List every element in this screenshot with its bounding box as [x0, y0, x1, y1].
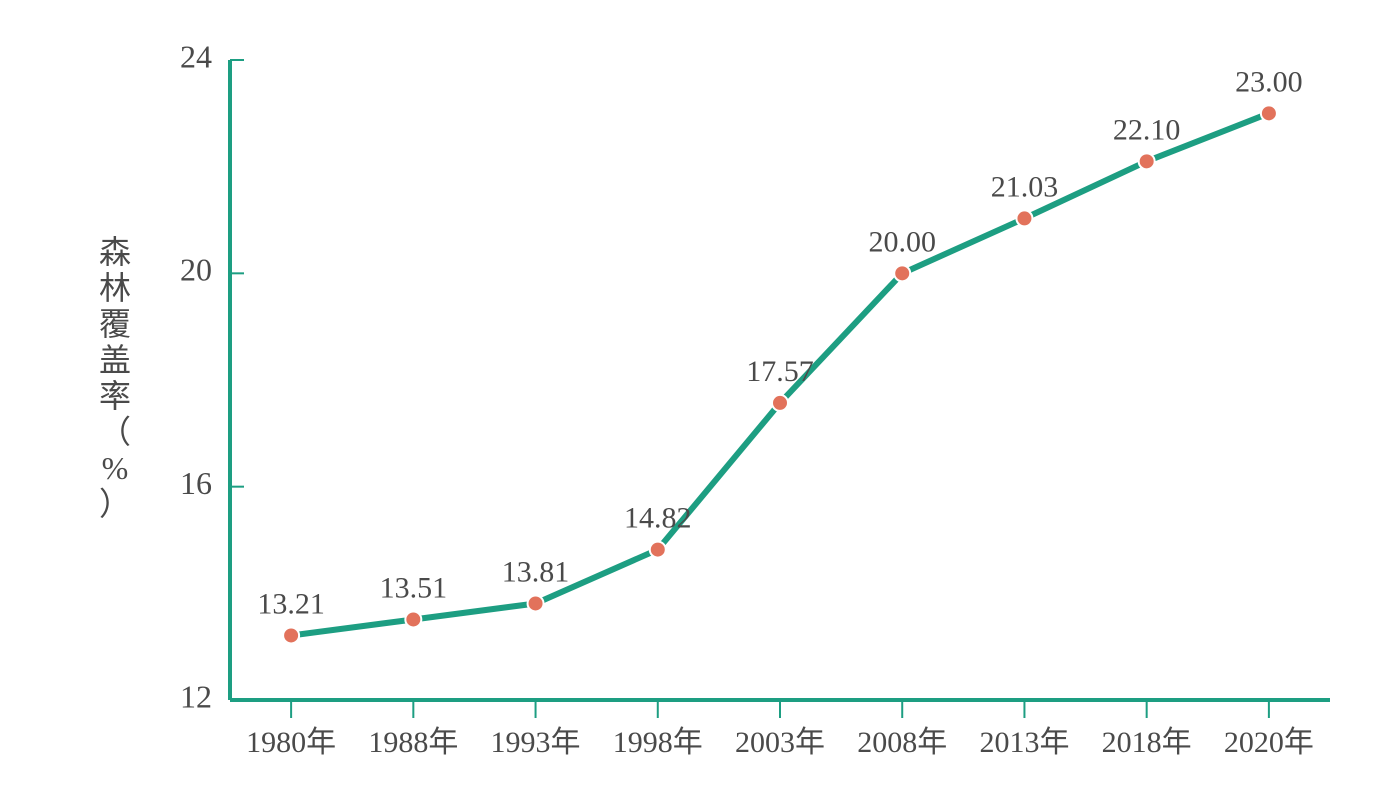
y-axis-title-char: ） [99, 486, 131, 522]
series-marker [650, 542, 666, 558]
series-marker [405, 611, 421, 627]
series-marker [283, 627, 299, 643]
series-marker [1016, 210, 1032, 226]
data-label: 13.51 [380, 571, 448, 604]
data-label: 22.10 [1113, 113, 1181, 146]
series-marker [1261, 105, 1277, 121]
y-tick-label: 20 [180, 252, 212, 288]
x-tick-label: 2013年 [979, 726, 1069, 759]
y-axis-title-char: （ [99, 414, 131, 450]
data-label: 17.57 [746, 355, 814, 388]
data-label: 23.00 [1235, 65, 1303, 98]
chart-svg: 12 16 20 24 1980年 1988年 1993年 1998年 2003年 2008年 20… [0, 0, 1384, 800]
x-tick-label: 1988年 [368, 726, 458, 759]
y-axis-title-char: 森 [99, 234, 131, 270]
x-tick-label: 2020年 [1224, 726, 1314, 759]
series-marker [772, 395, 788, 411]
x-tick-label: 1980年 [246, 726, 336, 759]
data-label: 13.21 [257, 587, 325, 620]
forest-coverage-chart: 12 16 20 24 1980年 1988年 1993年 1998年 2003年 2008年 20… [0, 0, 1384, 800]
x-tick-label: 2008年 [857, 726, 947, 759]
series-marker [894, 265, 910, 281]
y-axis-title-char: % [102, 450, 129, 486]
x-tick-label: 2018年 [1102, 726, 1192, 759]
series-marker [1139, 153, 1155, 169]
y-tick-label: 12 [180, 678, 212, 714]
y-tick-label: 16 [180, 465, 212, 501]
data-label: 20.00 [868, 225, 936, 258]
y-axis-title-char: 率 [99, 378, 131, 414]
series-marker [528, 595, 544, 611]
y-axis-title-char: 林 [99, 270, 131, 306]
y-tick-label: 24 [180, 38, 212, 74]
x-tick-label: 2003年 [735, 726, 825, 759]
x-tick-label: 1998年 [613, 726, 703, 759]
data-label: 13.81 [502, 555, 570, 588]
y-axis-title-char: 盖 [99, 342, 131, 378]
y-axis-title-char: 覆 [99, 306, 131, 342]
data-label: 21.03 [991, 170, 1059, 203]
data-label: 14.82 [624, 502, 692, 535]
x-tick-label: 1993年 [491, 726, 581, 759]
